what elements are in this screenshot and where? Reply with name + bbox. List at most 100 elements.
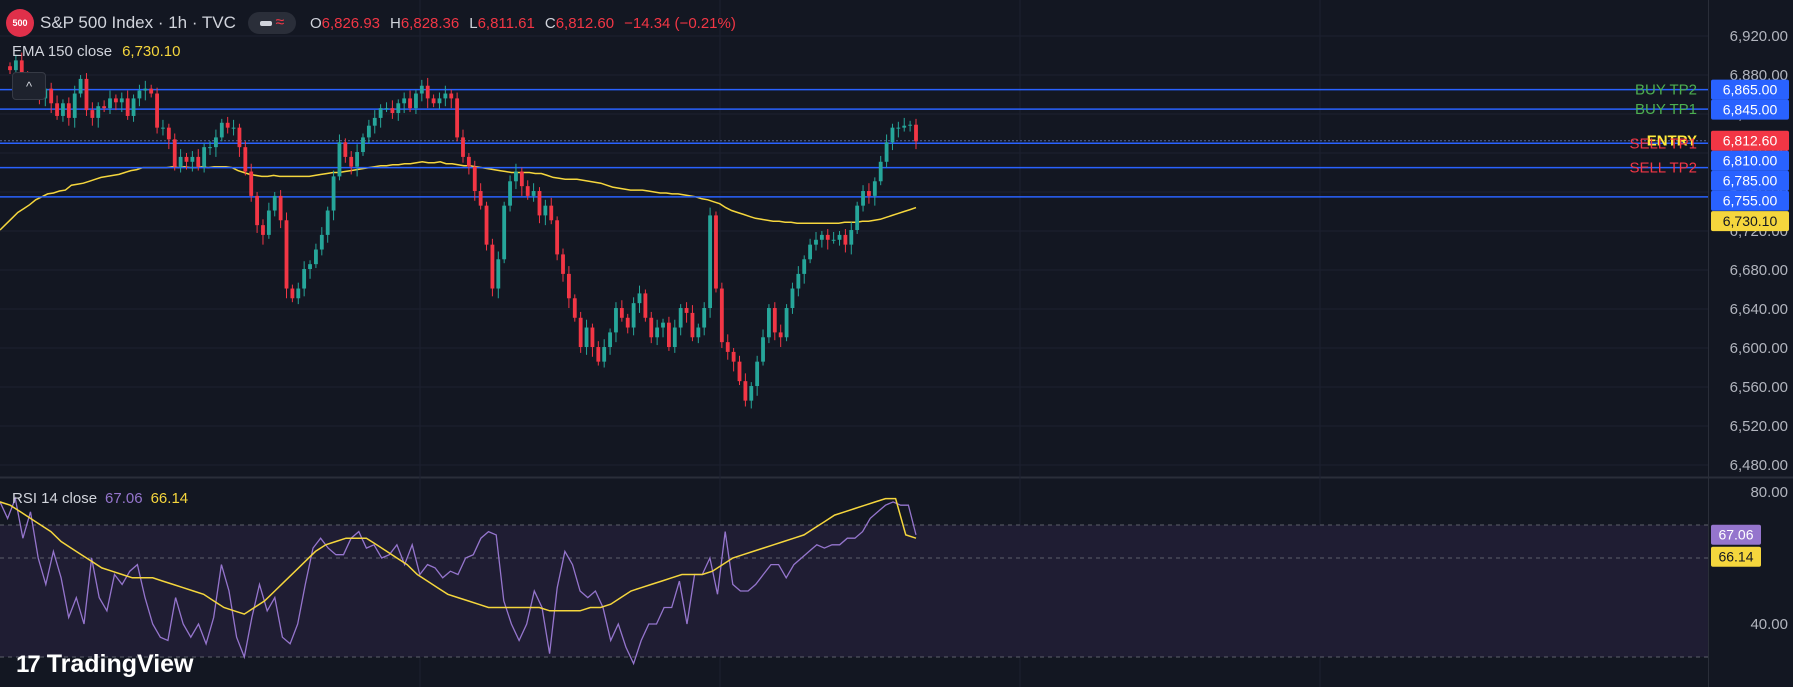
candle-body [13,60,18,71]
indicator-toggle-button[interactable]: ≈ [247,12,296,34]
candle-body [890,127,895,143]
ema-price-tag[interactable] [1711,211,1789,232]
candle-body [555,220,560,255]
candle-body [302,269,307,289]
price-tag[interactable] [1711,170,1789,191]
collapse-legend-button[interactable]: ^ [12,72,46,100]
candle-body [914,124,918,142]
symbol-header: 500 S&P 500 Index · 1h · TVC ≈ O6,826.93… [6,8,736,38]
price-tag[interactable] [1711,150,1789,171]
candle-body [814,239,818,245]
rsi-ma-line[interactable] [0,497,917,615]
candle-body [149,88,154,94]
candle-body [561,254,565,274]
candle-body [337,142,342,177]
candle-body [502,205,507,260]
candle-body [819,234,824,240]
candle-body [784,308,789,338]
price-tag-text: 6,845.00 [1723,102,1778,118]
price-tag[interactable] [1711,99,1789,120]
candle-body [466,156,471,167]
candle-body [113,98,118,103]
candle-body [408,98,412,109]
candle-body [443,93,448,99]
candle-body [902,125,907,128]
candle-body [296,288,301,299]
candle-body [731,351,736,362]
rsi-value-tag[interactable] [1711,524,1761,545]
candle-body [461,137,465,157]
rsi-ma-value: 66.14 [150,490,189,507]
rsi-ma-tag-text: 66.14 [1718,549,1753,565]
candle-body [725,342,730,352]
candle-body [166,127,171,140]
price-axis-tick: 6,680.00 [1730,262,1788,279]
candle-body [537,191,542,216]
candle-body [478,191,483,206]
price-tag[interactable] [1711,190,1789,211]
wave-icon: ≈ [275,14,285,31]
rsi-legend[interactable]: RSI 14 close 67.06 66.14 [12,490,188,507]
candle-body [649,317,654,338]
candle-body [196,156,201,167]
rsi-axis-tick: 80.00 [1750,484,1788,501]
symbol-logo[interactable]: 500 [6,9,34,37]
candle-body [384,108,389,110]
price-tag-text: 6,755.00 [1723,193,1778,209]
candle-body [90,110,95,118]
candle-body [431,98,436,104]
candle-body [131,98,136,116]
chevron-up-icon: ^ [25,78,33,94]
candle-body [378,108,383,118]
candle-body [637,293,642,304]
ema-legend[interactable]: EMA 150 close 6,730.10 [12,43,180,60]
price-axis-tick: 6,560.00 [1730,379,1788,396]
candle-body [19,60,24,75]
candle-body [525,186,530,196]
candle-body [714,215,718,289]
ohlc-high: H6,828.36 [390,14,460,32]
candle-body [861,191,865,206]
candle-body [202,147,207,167]
price-tag[interactable] [1711,130,1789,151]
price-axis-tick: 6,480.00 [1730,457,1788,474]
candle-body [455,98,460,138]
candle-body [355,152,360,167]
candle-body [808,244,813,260]
candle-body [290,288,295,299]
candle-body [896,127,901,129]
candle-body [602,347,607,362]
ohlc-close: C6,812.60 [544,14,615,32]
candle-body [608,332,612,348]
price-tag-text: 6,865.00 [1723,82,1778,98]
candle-body [761,337,765,362]
ohlc-low: L6,811.61 [469,14,535,32]
price-axis-tick: 6,520.00 [1730,418,1788,435]
candle-body [855,205,860,231]
candle-body [484,205,489,245]
candle-body [308,264,312,270]
candle-body [414,93,418,109]
candle-body [908,124,913,126]
candle-body [8,66,12,71]
candle-body [543,205,548,216]
candle-body [831,239,836,241]
candle-body [190,156,195,162]
candle-body [425,85,430,99]
level-label: BUY TP2 [1635,82,1697,99]
tradingview-logo[interactable]: 17 TradingView [16,650,194,679]
candle-body [790,288,795,309]
rsi-ma-tag[interactable] [1711,546,1761,567]
rsi-line[interactable] [0,496,917,666]
tradingview-icon: 17 [16,650,41,678]
price-tag[interactable] [1711,79,1789,100]
candle-body [661,322,665,328]
candle-body [102,106,107,109]
candle-body [449,93,454,99]
candle-body [137,90,142,99]
level-label: BUY TP1 [1635,101,1697,118]
candle-body [325,210,330,235]
level-label: SELL TP2 [1629,160,1697,177]
symbol-title[interactable]: S&P 500 Index · 1h · TVC [40,13,236,32]
